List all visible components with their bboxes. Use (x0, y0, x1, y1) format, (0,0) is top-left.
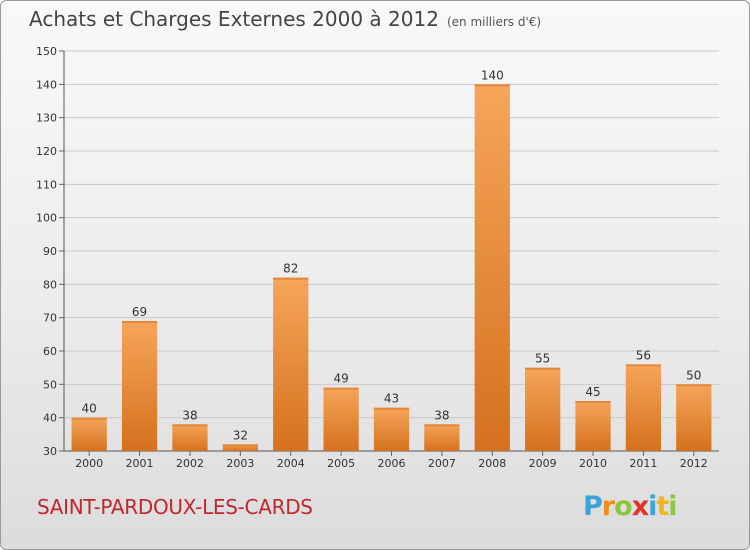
x-tick-label: 2011 (629, 457, 657, 470)
bar-value-label: 49 (333, 372, 348, 386)
bar-top-edge (676, 384, 712, 387)
x-tick-label: 2000 (75, 457, 103, 470)
logo-letter: x (631, 491, 649, 522)
bar-value-label: 40 (82, 402, 97, 416)
y-tick-label: 50 (43, 378, 57, 391)
x-tick-label: 2005 (327, 457, 355, 470)
bar-value-label: 45 (585, 385, 600, 399)
bar-top-edge (575, 401, 611, 403)
x-tick-label: 2002 (176, 457, 204, 470)
bar-top-edge (525, 367, 561, 370)
x-tick-label: 2012 (680, 457, 708, 470)
bar (525, 367, 561, 451)
bar (424, 424, 460, 451)
x-tick-label: 2008 (478, 457, 506, 470)
logo-letter: i (668, 491, 677, 522)
y-tick-label: 130 (36, 112, 57, 125)
x-tick-label: 2003 (226, 457, 254, 470)
bar-value-label: 50 (686, 368, 701, 382)
x-tick-label: 2009 (529, 457, 557, 470)
bar-top-edge (172, 424, 208, 427)
logo-letter: P (583, 491, 603, 522)
bar-top-edge (273, 277, 309, 280)
bar-value-label: 55 (535, 352, 550, 366)
bar (373, 407, 410, 451)
bar (121, 321, 158, 451)
bar (273, 277, 309, 451)
bar-value-label: 56 (636, 348, 651, 362)
y-tick-label: 80 (43, 278, 57, 291)
bar (676, 384, 712, 451)
bar-value-label: 43 (384, 392, 399, 406)
y-tick-label: 140 (36, 78, 57, 91)
city-name: SAINT-PARDOUX-LES-CARDS (37, 495, 313, 519)
y-tick-label: 40 (43, 412, 57, 425)
bar-value-label: 69 (132, 305, 147, 319)
bar-top-edge (323, 387, 359, 390)
bar-top-edge (222, 444, 258, 447)
x-tick-label: 2001 (126, 457, 154, 470)
title-text: Achats et Charges Externes 2000 à 2012 (29, 7, 439, 31)
bar-top-edge (625, 364, 662, 367)
bar (474, 84, 510, 451)
proxiti-logo[interactable]: Proxiti (583, 491, 678, 522)
logo-letter: r (601, 491, 615, 522)
logo-letter: t (656, 491, 669, 522)
x-tick-label: 2004 (277, 457, 305, 470)
bar-top-edge (424, 424, 460, 427)
y-tick-label: 60 (43, 345, 57, 358)
y-tick-label: 150 (36, 45, 57, 58)
y-tick-label: 100 (36, 212, 57, 225)
y-tick-label: 90 (43, 245, 57, 258)
x-tick-label: 2007 (428, 457, 456, 470)
bar (625, 364, 662, 451)
bar-top-edge (373, 407, 410, 410)
bar (172, 424, 208, 451)
chart-title: Achats et Charges Externes 2000 à 2012 (e… (29, 7, 541, 31)
logo-letter: i (648, 491, 657, 522)
bar-value-label: 140 (481, 68, 504, 82)
bar-value-label: 82 (283, 262, 298, 276)
logo-letter: o (614, 491, 633, 522)
bar-value-label: 32 (233, 428, 248, 442)
y-tick-label: 70 (43, 312, 57, 325)
bar (575, 401, 611, 451)
x-tick-label: 2006 (378, 457, 406, 470)
chart-subtitle: (en milliers d'€) (446, 15, 542, 29)
bar (323, 387, 359, 451)
bar-value-label: 38 (434, 408, 449, 422)
x-tick-label: 2010 (579, 457, 607, 470)
bar-top-edge (71, 417, 107, 420)
bar (222, 444, 258, 451)
y-tick-label: 110 (36, 178, 57, 191)
bar-top-edge (121, 321, 158, 323)
bar (71, 417, 107, 451)
y-tick-label: 120 (36, 145, 57, 158)
bar-value-label: 38 (182, 408, 197, 422)
bar-top-edge (474, 84, 510, 87)
y-tick-label: 30 (43, 445, 57, 458)
